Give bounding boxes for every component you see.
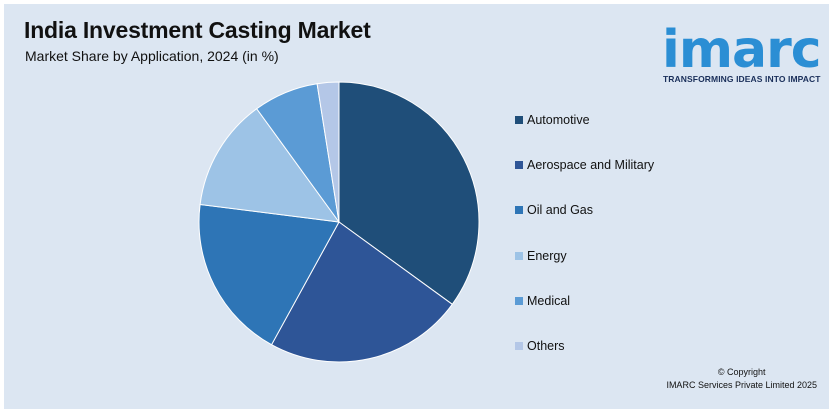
legend-label: Oil and Gas (527, 203, 594, 218)
pie-slice-automotive (338, 81, 480, 305)
legend-swatch (515, 251, 523, 260)
copyright-notice: © Copyright IMARC Services Private Limit… (666, 366, 817, 392)
legend-label: Others (527, 339, 565, 353)
pie-slice-others (316, 81, 340, 223)
logo-tagline: TRANSFORMING IDEAS INTO IMPACT (663, 74, 821, 84)
legend-label: Automotive (527, 113, 590, 127)
legend-item-aerospace-and-military: Aerospace and Military (515, 157, 654, 173)
copyright-line-1: © Copyright (717, 367, 766, 377)
page-subtitle: Market Share by Application, 2024 (in %) (25, 48, 279, 64)
chart-frame: India Investment Casting Market Market S… (4, 4, 829, 409)
legend-item-energy: Energy (515, 248, 567, 264)
legend-swatch (515, 342, 523, 350)
pie-slice-aerospace-and-military (270, 221, 453, 363)
legend-swatch (515, 161, 523, 170)
legend-swatch (515, 206, 523, 215)
page-title: India Investment Casting Market (24, 17, 371, 43)
legend-swatch (515, 116, 523, 124)
copyright-line-2: IMARC Services Private Limited 2025 (666, 380, 817, 390)
legend-item-others: Others (515, 338, 565, 354)
legend-item-medical: Medical (515, 293, 570, 309)
legend-item-oil-and-gas: Oil and Gas (515, 202, 593, 218)
legend-swatch (515, 296, 523, 305)
logo-wordmark: imarc (662, 20, 822, 80)
legend-item-automotive: Automotive (515, 112, 590, 128)
legend-label: Aerospace and Military (527, 158, 655, 173)
legend-label: Energy (527, 248, 567, 263)
pie-chart (198, 81, 480, 363)
pie-slice-oil-and-gas (198, 203, 340, 346)
imarc-logo: imarc TRANSFORMING IDEAS INTO IMPACT (662, 14, 827, 86)
pie-slice-energy (199, 108, 341, 223)
legend-label: Medical (527, 293, 571, 308)
